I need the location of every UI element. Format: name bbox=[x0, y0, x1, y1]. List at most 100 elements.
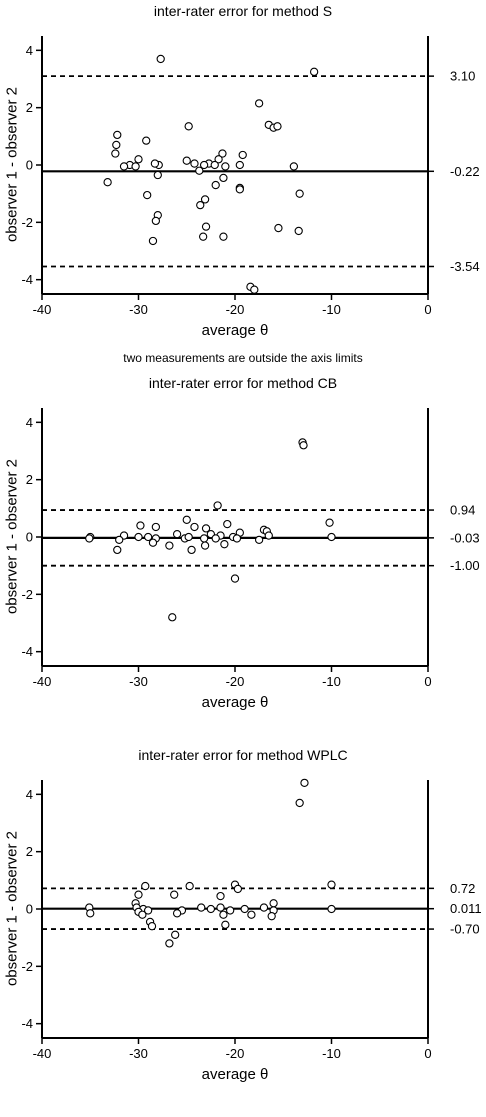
line-value-label: -0.03 bbox=[450, 530, 480, 545]
y-tick-label: -2 bbox=[21, 587, 33, 602]
data-point bbox=[134, 155, 143, 164]
y-tick-label: -4 bbox=[21, 644, 33, 659]
data-point bbox=[254, 535, 264, 545]
data-point bbox=[226, 906, 235, 915]
data-point bbox=[199, 232, 208, 241]
data-point bbox=[223, 519, 232, 529]
x-tick-label: -30 bbox=[129, 302, 148, 317]
line-value-label: 0.72 bbox=[450, 881, 475, 896]
line-value-label: -0.22 bbox=[450, 164, 480, 179]
data-point bbox=[216, 891, 225, 901]
data-point bbox=[230, 574, 240, 583]
y-tick-label: 4 bbox=[26, 787, 33, 802]
data-point bbox=[138, 910, 147, 919]
data-point bbox=[232, 534, 242, 543]
data-point bbox=[259, 903, 269, 912]
y-tick-label: 0 bbox=[26, 530, 33, 545]
data-point bbox=[254, 99, 264, 108]
data-point bbox=[300, 778, 309, 788]
data-point bbox=[235, 185, 244, 194]
data-point bbox=[182, 156, 191, 165]
data-point bbox=[103, 178, 112, 187]
x-axis-label: average θ bbox=[201, 694, 269, 711]
y-tick-label: 0 bbox=[26, 902, 33, 917]
data-point bbox=[238, 150, 247, 160]
data-point bbox=[267, 912, 276, 921]
data-point bbox=[156, 54, 165, 64]
data-point bbox=[200, 195, 210, 204]
y-axis-label: observer 1 - observer 2 bbox=[3, 458, 21, 615]
data-point bbox=[187, 545, 196, 555]
x-tick-label: -40 bbox=[33, 302, 52, 317]
data-point bbox=[197, 903, 206, 912]
data-point bbox=[247, 910, 256, 919]
y-tick-label: 0 bbox=[26, 158, 33, 173]
data-point bbox=[250, 285, 259, 294]
data-point bbox=[151, 216, 161, 226]
data-point bbox=[295, 798, 304, 808]
data-point bbox=[143, 532, 153, 542]
x-tick-label: -10 bbox=[322, 1046, 341, 1061]
data-point bbox=[199, 534, 209, 543]
data-point bbox=[113, 130, 122, 140]
data-point bbox=[221, 920, 230, 929]
data-point bbox=[134, 532, 143, 542]
data-point bbox=[147, 922, 157, 931]
data-point bbox=[233, 884, 243, 894]
line-value-label: -3.54 bbox=[450, 259, 480, 274]
data-point bbox=[201, 524, 211, 533]
data-point bbox=[151, 522, 161, 532]
line-value-label: 0.94 bbox=[450, 503, 475, 518]
data-point bbox=[211, 534, 220, 543]
data-point bbox=[294, 226, 303, 236]
data-point bbox=[190, 159, 199, 168]
data-point bbox=[274, 223, 283, 233]
chart-title: inter-rater error for method WPLC bbox=[138, 747, 348, 763]
data-point bbox=[299, 441, 308, 450]
data-point bbox=[113, 545, 122, 555]
line-value-label: -0.70 bbox=[450, 922, 480, 937]
data-point bbox=[143, 906, 153, 915]
x-tick-label: 0 bbox=[424, 302, 431, 317]
data-point bbox=[184, 532, 193, 542]
data-point bbox=[165, 541, 174, 550]
line-value-label: 0.011 bbox=[450, 901, 482, 916]
data-point bbox=[141, 881, 150, 891]
data-point bbox=[170, 890, 179, 899]
data-point bbox=[134, 890, 143, 899]
x-tick-label: -20 bbox=[226, 674, 245, 689]
x-tick-label: -40 bbox=[33, 674, 52, 689]
y-tick-label: 4 bbox=[26, 43, 33, 58]
x-axis-label: average θ bbox=[201, 322, 269, 339]
data-point bbox=[142, 136, 151, 145]
data-point bbox=[273, 122, 282, 131]
data-point bbox=[115, 535, 124, 545]
data-point bbox=[200, 541, 210, 550]
data-point bbox=[184, 122, 193, 131]
data-point bbox=[119, 162, 129, 171]
x-tick-label: -10 bbox=[322, 302, 341, 317]
x-tick-label: -30 bbox=[129, 1046, 148, 1061]
data-point bbox=[295, 189, 304, 198]
data-point bbox=[150, 159, 160, 168]
data-point bbox=[214, 155, 223, 164]
chart-panel-method-cb: inter-rater error for method CB -4 -2 0 2 4-… bbox=[0, 372, 486, 744]
data-point bbox=[196, 200, 205, 210]
data-point bbox=[136, 521, 145, 530]
chart-panel-method-s: inter-rater error for method S -4 -2 0 2 4 -4… bbox=[0, 0, 486, 372]
data-point bbox=[219, 910, 228, 919]
data-point bbox=[171, 930, 180, 939]
data-point bbox=[216, 903, 225, 912]
y-axis-label: observer 1 - observer 2 bbox=[3, 830, 21, 987]
data-point bbox=[153, 170, 162, 180]
data-point bbox=[201, 222, 211, 231]
x-tick-label: -20 bbox=[226, 1046, 245, 1061]
x-axis-label: average θ bbox=[201, 1066, 269, 1083]
chart-panel-method-wplc: inter-rater error for method WPLC -4 -2 0 2… bbox=[0, 744, 486, 1117]
y-tick-label: 2 bbox=[26, 100, 33, 115]
data-point bbox=[327, 904, 336, 914]
y-axis-label: observer 1 - observer 2 bbox=[3, 86, 21, 243]
y-tick-label: -2 bbox=[21, 959, 33, 974]
